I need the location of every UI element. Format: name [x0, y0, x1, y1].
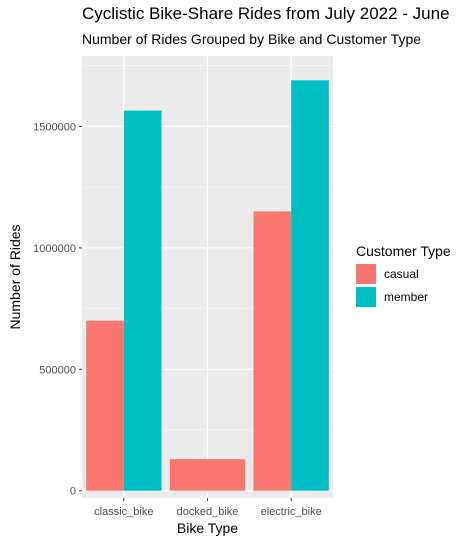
chart-subtitle: Number of Rides Grouped by Bike and Cust… — [82, 31, 422, 47]
legend-label-member: member — [384, 290, 428, 304]
x-tick-label: classic_bike — [94, 506, 153, 518]
bar-classic-bike-casual — [86, 320, 124, 491]
x-axis-title: Bike Type — [177, 520, 238, 536]
bar-electric-bike-casual — [253, 211, 292, 491]
chart-title: Cyclistic Bike-Share Rides from July 202… — [82, 4, 450, 23]
y-tick-label: 1000000 — [33, 243, 76, 255]
axes: 0 500000 1000000 1500000 classic_bike docked_… — [33, 121, 322, 518]
bars — [86, 80, 329, 491]
x-tick-label: electric_bike — [261, 506, 322, 518]
x-tick-label: docked_bike — [177, 506, 239, 518]
y-tick-label: 1500000 — [33, 121, 76, 133]
y-tick-label: 0 — [70, 486, 76, 498]
legend: Customer Type casual member — [356, 243, 451, 307]
legend-title: Customer Type — [356, 243, 451, 259]
legend-key-member — [356, 287, 376, 307]
bar-docked-bike-casual — [169, 459, 246, 491]
legend-label-casual: casual — [384, 267, 419, 281]
y-axis-title: Number of Rides — [7, 224, 23, 329]
legend-key-casual — [356, 264, 376, 284]
bar-electric-bike-member — [291, 80, 329, 491]
y-tick-label: 500000 — [39, 364, 76, 376]
bar-classic-bike-member — [123, 110, 162, 491]
